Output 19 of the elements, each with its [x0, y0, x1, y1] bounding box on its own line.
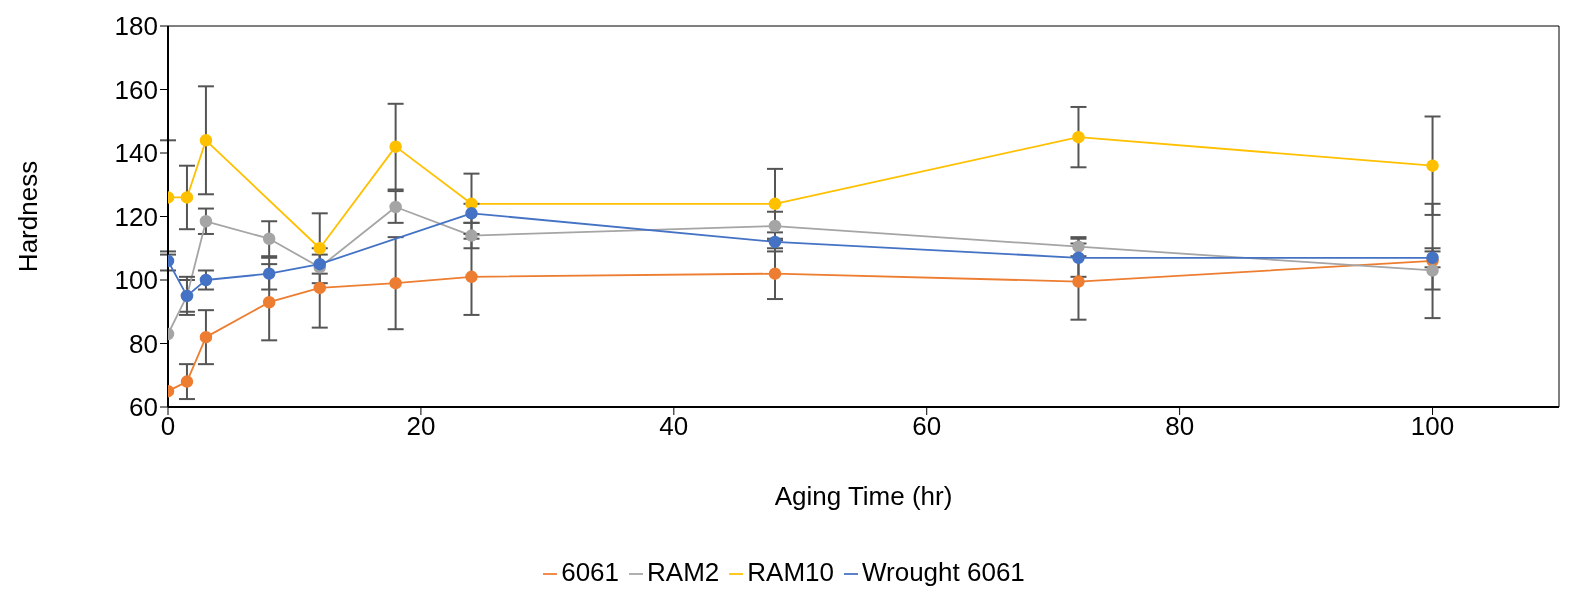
- x-tick-label: 40: [659, 411, 689, 442]
- legend-label: RAM2: [647, 557, 720, 587]
- legend-label: 6061: [561, 557, 620, 587]
- y-tick-label: 180: [114, 11, 158, 42]
- legend-label: Wrought 6061: [861, 557, 1025, 587]
- x-axis-title: Aging Time (hr): [774, 481, 953, 512]
- y-tick-label: 140: [114, 138, 158, 169]
- y-tick-label: 120: [114, 201, 158, 232]
- x-tick-label: 100: [1410, 411, 1455, 442]
- y-tick-label: 80: [129, 328, 158, 359]
- y-tick-label: 100: [114, 265, 158, 296]
- x-tick-label: 80: [1165, 411, 1195, 442]
- legend-label: RAM10: [747, 557, 834, 587]
- x-tick-label: 0: [160, 411, 176, 442]
- x-tick-label: 20: [406, 411, 436, 442]
- y-tick-label: 60: [129, 392, 158, 423]
- y-tick-label: 160: [114, 74, 158, 105]
- x-tick-label: 60: [912, 411, 942, 442]
- y-axis-title: Hardness: [13, 160, 44, 273]
